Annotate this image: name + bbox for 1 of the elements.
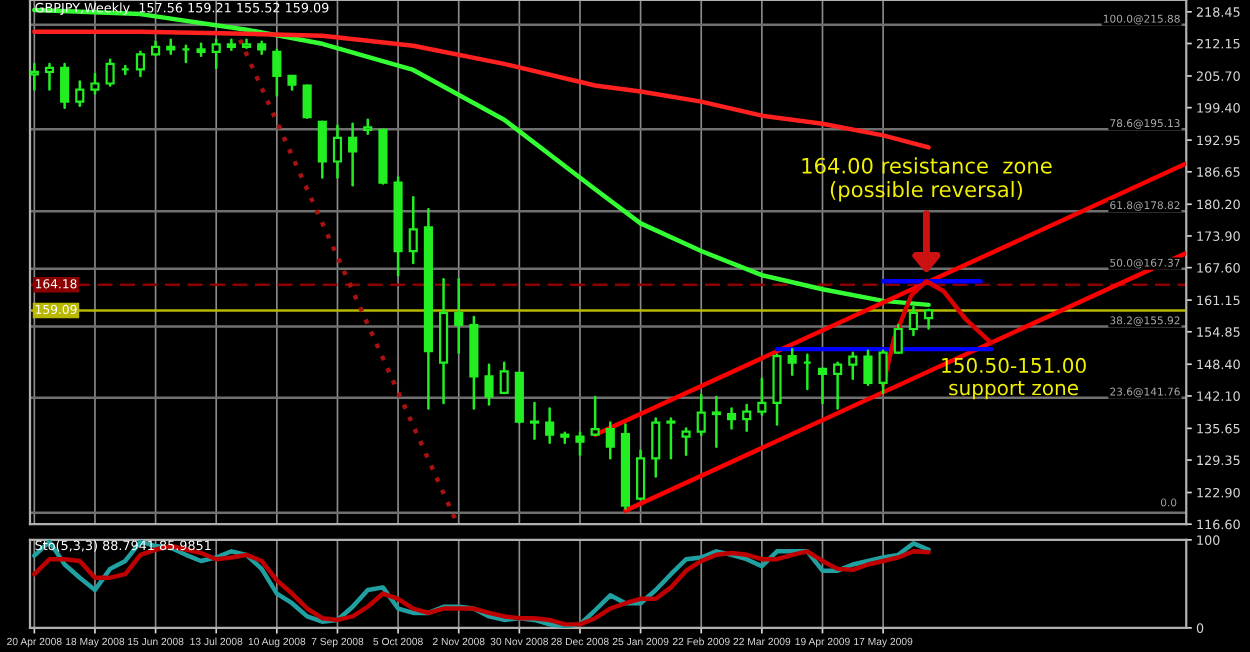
annotation: 150.50-151.00 support zone — [942, 357, 1086, 400]
